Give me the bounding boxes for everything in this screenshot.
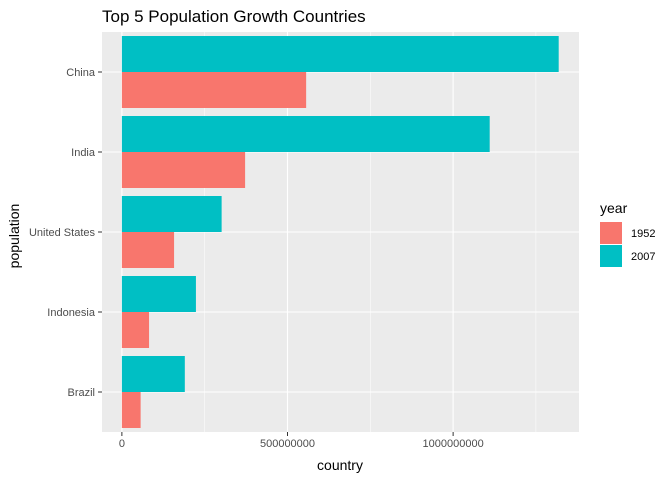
bar-2007 <box>121 36 559 72</box>
legend: year 1952 2007 <box>600 200 655 267</box>
legend-label: 1952 <box>631 228 655 240</box>
x-axis-title: country <box>317 457 363 473</box>
y-axis: China India United States Indonesia Brazil <box>29 67 102 399</box>
legend-label: 2007 <box>631 251 655 263</box>
legend-key <box>600 222 622 244</box>
bar-2007 <box>121 276 196 312</box>
bar-2007 <box>121 356 185 392</box>
x-axis: 0 500000000 1000000000 <box>119 432 484 450</box>
bar-1952 <box>121 152 246 188</box>
bar-1952 <box>121 392 141 428</box>
bar-1952 <box>121 312 150 348</box>
y-axis-title: population <box>6 204 22 269</box>
bar-2007 <box>121 196 222 232</box>
x-tick-label: 1000000000 <box>423 438 484 450</box>
y-tick-label: Brazil <box>67 387 95 399</box>
y-tick-label: India <box>71 147 96 159</box>
y-tick-label: Indonesia <box>47 307 96 319</box>
bars <box>121 36 559 428</box>
chart-title: Top 5 Population Growth Countries <box>102 7 366 26</box>
bar-1952 <box>121 72 307 108</box>
bar-1952 <box>121 232 175 268</box>
bar-2007 <box>121 116 490 152</box>
y-tick-label: China <box>66 67 96 79</box>
y-tick-label: United States <box>29 227 96 239</box>
x-tick-label: 0 <box>119 438 125 450</box>
x-tick-label: 500000000 <box>260 438 315 450</box>
legend-key <box>600 245 622 267</box>
legend-title: year <box>600 200 628 216</box>
